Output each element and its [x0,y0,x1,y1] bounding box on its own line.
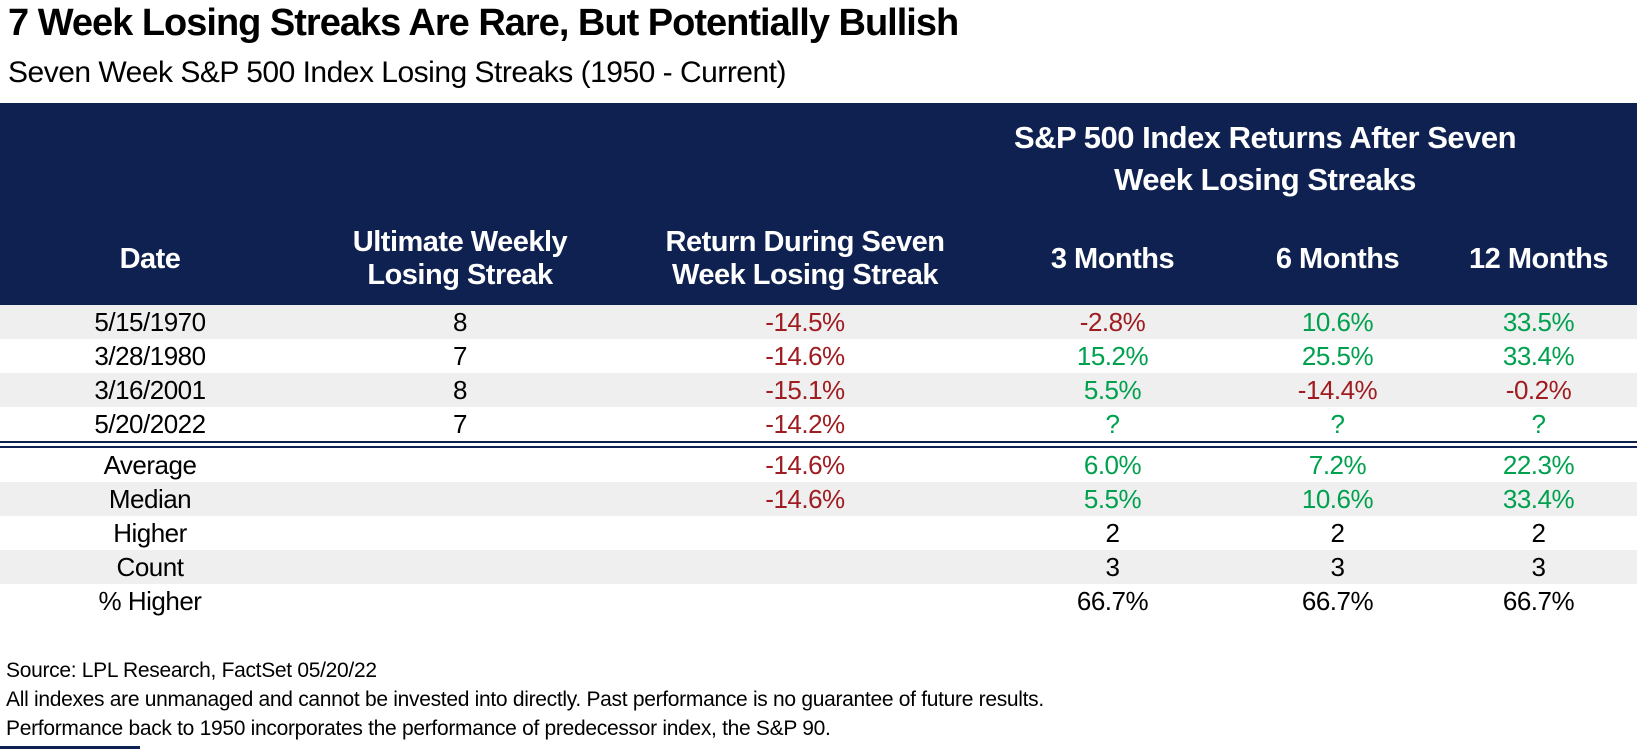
footer-notes: Source: LPL Research, FactSet 05/20/22 A… [6,656,1626,743]
table-row: 3/16/2001 8 -15.1% 5.5% -14.4% -0.2% [0,373,1637,407]
table-cell-12m: 3 [1531,552,1546,582]
table-cell-12m: 33.4% [1502,341,1575,371]
table-cell-date: 3/16/2001 [94,375,206,405]
table-cell-6m: 25.5% [1301,341,1374,371]
table-cell-return: -14.6% [765,341,845,371]
table-cell-3m: 6.0% [1083,450,1142,480]
table-cell-streak [300,482,620,516]
table-cell-12m: 33.5% [1502,307,1575,337]
table-cell-6m: 7.2% [1308,450,1367,480]
table-body: 5/15/1970 8 -14.5% -2.8% 10.6% 33.5% 3/2… [0,305,1637,618]
table-cell-6m: ? [1330,409,1345,439]
table-cell-return: -14.6% [765,450,845,480]
table-cell-12m: 66.7% [1502,586,1575,616]
page-title: 7 Week Losing Streaks Are Rare, But Pote… [8,2,959,44]
table-cell-date: 5/20/2022 [94,409,206,439]
group-header: S&P 500 Index Returns After Seven Week L… [900,117,1630,201]
bottom-edge-bar [0,746,140,749]
summary-label: Average [103,450,197,480]
summary-label: Higher [113,518,187,548]
summary-row-pct-higher: % Higher 66.7% 66.7% 66.7% [0,584,1637,618]
table-cell-12m: 22.3% [1502,450,1575,480]
table-cell-6m: -14.4% [1297,375,1378,405]
table-cell-return: -14.2% [765,409,845,439]
table-cell-12m: ? [1531,409,1546,439]
table-cell-streak: 8 [453,375,467,405]
group-header-line1: S&P 500 Index Returns After Seven [1013,120,1517,155]
table-cell-12m: 33.4% [1502,484,1575,514]
table-cell-12m: -0.2% [1505,375,1572,405]
table-cell-streak [300,448,620,482]
footer-disclaimer-1: All indexes are unmanaged and cannot be … [6,688,1044,711]
column-header-6-months: 6 Months [1275,242,1400,275]
table-cell-return [620,584,990,618]
table-cell-streak: 7 [453,341,467,371]
table-row: 5/15/1970 8 -14.5% -2.8% 10.6% 33.5% [0,305,1637,339]
table-cell-3m: -2.8% [1079,307,1146,337]
table-cell-3m: 15.2% [1076,341,1149,371]
table-cell-streak [300,584,620,618]
table-cell-return [620,550,990,584]
table-cell-6m: 10.6% [1301,484,1374,514]
table-cell-date: 5/15/1970 [94,307,206,337]
table-cell-12m: 2 [1531,518,1546,548]
column-header-3-months: 3 Months [1050,242,1175,275]
table-cell-6m: 2 [1330,518,1345,548]
table-cell-streak: 8 [453,307,467,337]
table-cell-3m: ? [1105,409,1120,439]
footer-disclaimer-2: Performance back to 1950 incorporates th… [6,717,831,740]
table-cell-streak [300,516,620,550]
footer-source: Source: LPL Research, FactSet 05/20/22 [6,659,377,682]
summary-label: Median [108,484,192,514]
table-cell-3m: 5.5% [1083,375,1142,405]
table-cell-streak: 7 [453,409,467,439]
table-cell-6m: 10.6% [1301,307,1374,337]
summary-label: Count [116,552,184,582]
summary-row-higher: Higher 2 2 2 [0,516,1637,550]
column-header-return: Return During Seven Week Losing Streak [665,226,945,291]
table-cell-return: -14.6% [765,484,845,514]
summary-row-average: Average -14.6% 6.0% 7.2% 22.3% [0,448,1637,482]
column-header-streak: Ultimate Weekly Losing Streak [352,226,568,291]
table-cell-streak [300,550,620,584]
table-cell-3m: 5.5% [1083,484,1142,514]
summary-label: % Higher [98,586,202,616]
column-header-12-months: 12 Months [1469,242,1608,275]
table-header: S&P 500 Index Returns After Seven Week L… [0,103,1637,305]
group-header-line2: Week Losing Streaks [1114,162,1416,197]
table-row: 5/20/2022 7 -14.2% ? ? ? [0,407,1637,441]
table-cell-6m: 66.7% [1301,586,1374,616]
summary-row-count: Count 3 3 3 [0,550,1637,584]
summary-separator-double-line [0,441,1637,448]
table-cell-return [620,516,990,550]
table-cell-3m: 2 [1105,518,1120,548]
column-header-date: Date [119,242,181,275]
summary-row-median: Median -14.6% 5.5% 10.6% 33.4% [0,482,1637,516]
page-subtitle: Seven Week S&P 500 Index Losing Streaks … [8,56,787,89]
column-headers-row: Date Ultimate Weekly Losing Streak Retur… [0,213,1637,305]
table-cell-3m: 66.7% [1076,586,1149,616]
table-cell-return: -14.5% [765,307,845,337]
table-cell-3m: 3 [1105,552,1120,582]
table-cell-6m: 3 [1330,552,1345,582]
table-cell-date: 3/28/1980 [94,341,206,371]
table-row: 3/28/1980 7 -14.6% 15.2% 25.5% 33.4% [0,339,1637,373]
table-cell-return: -15.1% [765,375,845,405]
